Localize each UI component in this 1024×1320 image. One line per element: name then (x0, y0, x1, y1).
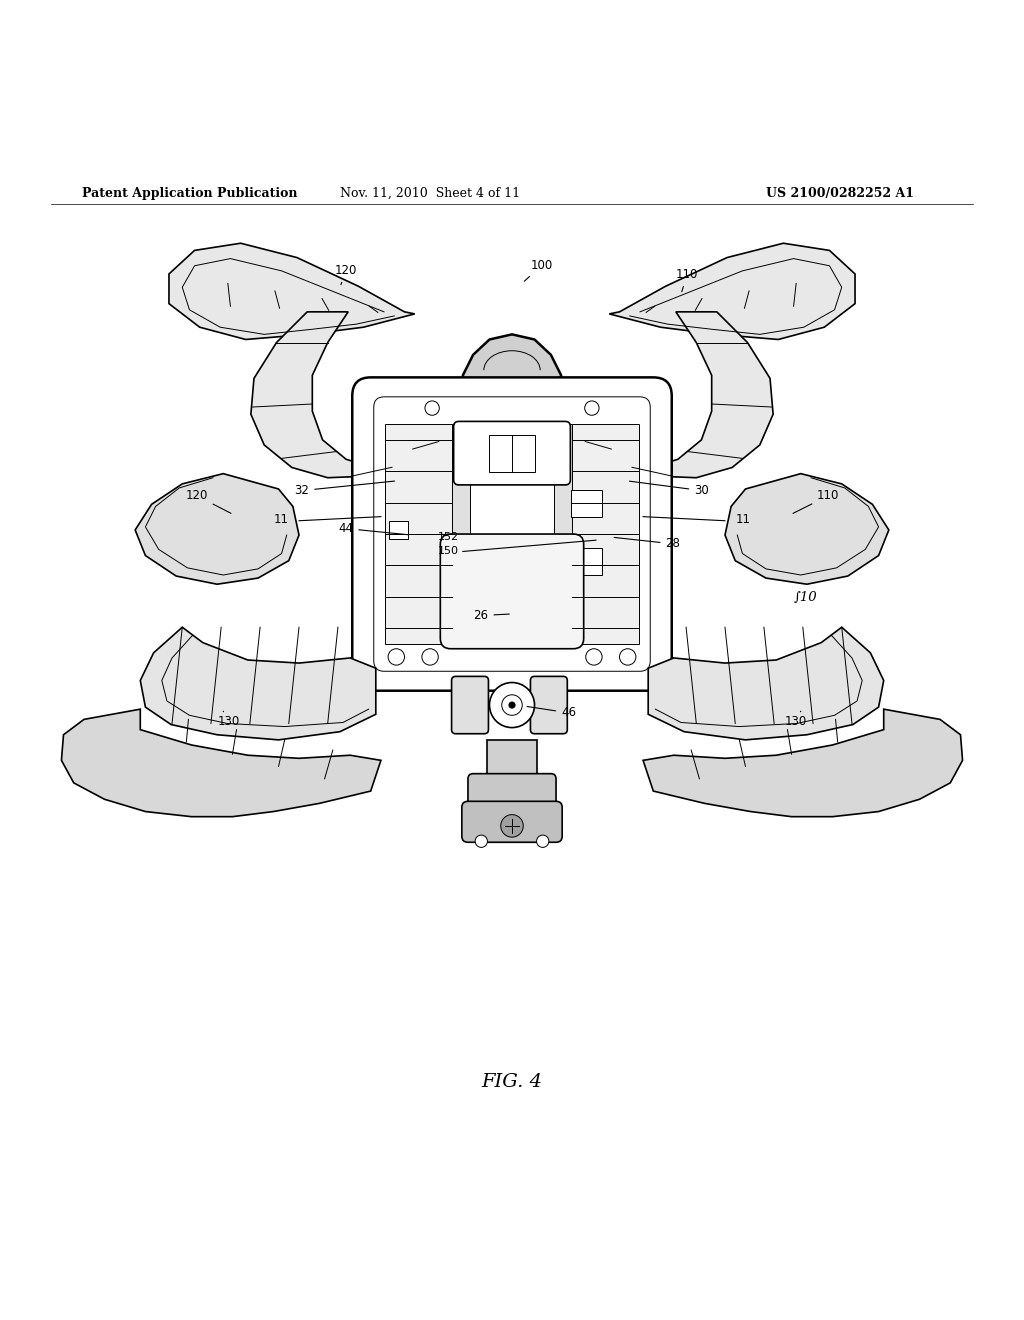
Circle shape (501, 814, 523, 837)
Bar (385, 425, 452, 644)
FancyBboxPatch shape (454, 421, 570, 484)
Text: Patent Application Publication: Patent Application Publication (82, 186, 297, 199)
FancyBboxPatch shape (352, 378, 672, 690)
Circle shape (620, 648, 636, 665)
Text: 152: 152 (437, 532, 459, 543)
Bar (487, 741, 537, 779)
Circle shape (509, 702, 515, 708)
Bar (571, 490, 602, 516)
FancyBboxPatch shape (530, 676, 567, 734)
Bar (389, 520, 408, 539)
Bar (554, 425, 572, 644)
Text: 100: 100 (524, 259, 553, 281)
Bar (452, 425, 470, 644)
FancyBboxPatch shape (462, 801, 562, 842)
Text: 11: 11 (735, 512, 751, 525)
Text: FIG. 4: FIG. 4 (481, 1073, 543, 1090)
Polygon shape (463, 334, 561, 407)
Polygon shape (725, 474, 889, 585)
Text: Nov. 11, 2010  Sheet 4 of 11: Nov. 11, 2010 Sheet 4 of 11 (340, 186, 520, 199)
Bar (571, 548, 602, 576)
Text: ∫10: ∫10 (794, 590, 817, 603)
FancyBboxPatch shape (440, 535, 584, 648)
Circle shape (586, 648, 602, 665)
Text: 26: 26 (473, 609, 509, 622)
Circle shape (537, 836, 549, 847)
FancyBboxPatch shape (452, 676, 488, 734)
Text: 46: 46 (527, 706, 577, 719)
Text: 130: 130 (784, 711, 807, 727)
Polygon shape (169, 243, 415, 339)
Text: 110: 110 (676, 268, 698, 292)
Text: 11: 11 (273, 512, 289, 525)
Polygon shape (251, 312, 445, 478)
Polygon shape (140, 627, 376, 741)
Circle shape (585, 401, 599, 416)
Text: 110: 110 (793, 490, 840, 513)
Polygon shape (648, 627, 884, 741)
Polygon shape (61, 709, 381, 817)
Text: 120: 120 (335, 264, 357, 285)
Polygon shape (135, 474, 299, 585)
Text: 150: 150 (437, 545, 459, 556)
Polygon shape (579, 312, 773, 478)
Text: 130: 130 (217, 711, 240, 727)
Text: 32: 32 (294, 480, 394, 498)
Bar (572, 425, 639, 644)
Text: 30: 30 (630, 482, 709, 498)
Polygon shape (643, 709, 963, 817)
Text: 44: 44 (338, 521, 409, 535)
Polygon shape (609, 243, 855, 339)
Circle shape (422, 648, 438, 665)
Circle shape (425, 401, 439, 416)
Bar (489, 434, 535, 471)
Circle shape (489, 682, 535, 727)
Circle shape (388, 648, 404, 665)
Text: 120: 120 (185, 490, 231, 513)
Circle shape (475, 836, 487, 847)
FancyBboxPatch shape (468, 774, 556, 813)
Text: 28: 28 (614, 537, 681, 550)
Text: US 2100/0282252 A1: US 2100/0282252 A1 (766, 186, 913, 199)
